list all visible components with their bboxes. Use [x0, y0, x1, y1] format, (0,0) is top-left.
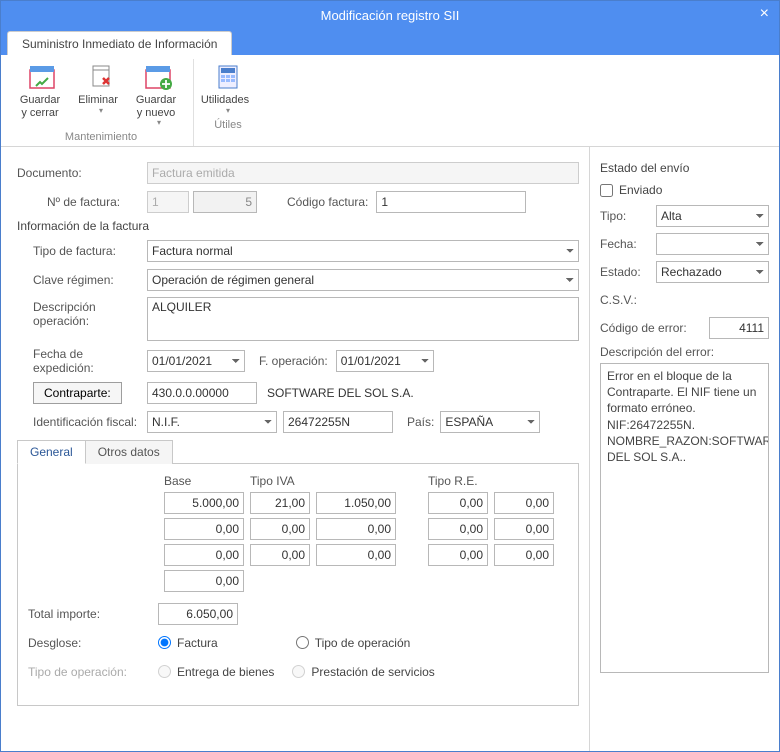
utilities-label: Utilidades	[163, 94, 293, 107]
label-codigo-error: Código de error:	[600, 321, 709, 335]
label-codigo-factura: Código factura:	[287, 195, 376, 209]
repct-3[interactable]	[428, 544, 488, 566]
ivapct-2[interactable]	[250, 518, 310, 540]
tab-sii[interactable]: Suministro Inmediato de Información	[7, 31, 232, 55]
col-base: Base	[164, 474, 244, 488]
reimp-3[interactable]	[494, 544, 554, 566]
label-fecha: Fecha:	[600, 237, 656, 251]
subtab-general[interactable]: General	[17, 440, 86, 464]
save-close-icon	[27, 61, 59, 93]
label-tipo: Tipo:	[600, 209, 656, 223]
chevron-down-icon: ▾	[157, 119, 161, 127]
delete-icon	[85, 61, 117, 93]
label-documento: Documento:	[17, 166, 147, 180]
window-title: Modificación registro SII	[1, 8, 779, 23]
enviado-label: Enviado	[619, 183, 662, 197]
base-1[interactable]	[164, 492, 244, 514]
utilities-button[interactable]: Utilidades ▾	[202, 59, 254, 117]
label-n-factura: Nº de factura:	[17, 195, 147, 209]
radio-entrega: Entrega de bienes	[158, 665, 274, 679]
label-fecha-expedicion: Fecha de expedición:	[17, 347, 147, 375]
label-desc-operacion: Descripción operación:	[17, 297, 147, 328]
codigo-error-input[interactable]	[709, 317, 769, 339]
label-total-importe: Total importe:	[28, 607, 158, 621]
enviado-checkbox[interactable]	[600, 184, 613, 197]
chevron-down-icon: ▾	[226, 107, 230, 115]
descripcion-textarea[interactable]: ALQUILER	[147, 297, 579, 341]
documento-select: Factura emitida	[147, 162, 579, 184]
status-heading: Estado del envío	[600, 161, 769, 175]
right-pane: Estado del envío Enviado Tipo: Alta Fech…	[589, 147, 779, 751]
lines-grid: Base Tipo IVA Tipo R.E.	[28, 474, 568, 592]
pais-select[interactable]: ESPAÑA	[440, 411, 540, 433]
serie-select: 1	[147, 191, 189, 213]
label-tipo-operacion: Tipo de operación:	[28, 665, 158, 679]
ribbon-group-maintenance-label: Mantenimiento	[17, 129, 185, 146]
base-4[interactable]	[164, 570, 244, 592]
titlebar: Modificación registro SII ×	[1, 1, 779, 29]
reimp-2[interactable]	[494, 518, 554, 540]
reimp-1[interactable]	[494, 492, 554, 514]
error-description-box[interactable]: Error en el bloque de la Contraparte. El…	[600, 363, 769, 673]
left-pane: Documento: Factura emitida Nº de factura…	[1, 147, 589, 751]
section-info-factura: Información de la factura	[17, 219, 579, 233]
tipo-factura-select[interactable]: Factura normal	[147, 240, 579, 262]
ident-valor-input[interactable]	[283, 411, 393, 433]
base-2[interactable]	[164, 518, 244, 540]
label-ident-fiscal: Identificación fiscal:	[17, 415, 147, 429]
contraparte-nombre: SOFTWARE DEL SOL S.A.	[257, 386, 414, 400]
radio-tipo-operacion[interactable]: Tipo de operación	[296, 636, 411, 650]
contraparte-codigo-input[interactable]	[147, 382, 257, 404]
label-pais: País:	[393, 415, 440, 429]
base-3[interactable]	[164, 544, 244, 566]
radio-prestacion: Prestación de servicios	[292, 665, 434, 679]
ivapct-3[interactable]	[250, 544, 310, 566]
label-csv: C.S.V.:	[600, 293, 656, 307]
label-f-operacion: F. operación:	[245, 354, 336, 368]
col-tipo-iva: Tipo IVA	[250, 474, 396, 488]
codigo-factura-input[interactable]	[376, 191, 526, 213]
tab-body-general: Base Tipo IVA Tipo R.E.	[17, 464, 579, 706]
ribbon-group-utils-label: Útiles	[202, 117, 254, 134]
col-tipo-re: Tipo R.E.	[428, 474, 554, 488]
repct-1[interactable]	[428, 492, 488, 514]
status-tipo-select[interactable]: Alta	[656, 205, 769, 227]
calculator-icon	[212, 61, 244, 93]
ivaimp-3[interactable]	[316, 544, 396, 566]
label-desc-error: Descripción del error:	[600, 345, 769, 359]
status-estado-select[interactable]: Rechazado	[656, 261, 769, 283]
ivapct-1[interactable]	[250, 492, 310, 514]
status-fecha-select[interactable]	[656, 233, 769, 255]
fecha-operacion-input[interactable]: 01/01/2021	[336, 350, 434, 372]
close-icon[interactable]: ×	[760, 5, 769, 23]
ribbon: Guardar y cerrar Eliminar ▾ Guardar y nu…	[1, 55, 779, 147]
content: Documento: Factura emitida Nº de factura…	[1, 147, 779, 751]
tabstrip: Suministro Inmediato de Información	[1, 29, 779, 55]
clave-regimen-select[interactable]: Operación de régimen general	[147, 269, 579, 291]
subtab-otros[interactable]: Otros datos	[85, 440, 173, 464]
numero-input	[193, 191, 257, 213]
subtabs: General Otros datos	[17, 439, 579, 464]
label-desglose: Desglose:	[28, 636, 158, 650]
label-clave-regimen: Clave régimen:	[17, 273, 147, 287]
radio-factura[interactable]: Factura	[158, 636, 218, 650]
label-tipo-factura: Tipo de factura:	[17, 244, 147, 258]
repct-2[interactable]	[428, 518, 488, 540]
contraparte-button[interactable]: Contraparte:	[33, 382, 122, 404]
ivaimp-2[interactable]	[316, 518, 396, 540]
ident-tipo-select[interactable]: N.I.F.	[147, 411, 277, 433]
save-new-icon	[143, 61, 175, 93]
label-estado: Estado:	[600, 265, 656, 279]
fecha-expedicion-input[interactable]: 01/01/2021	[147, 350, 245, 372]
total-importe-input[interactable]	[158, 603, 238, 625]
ribbon-group-utils: Utilidades ▾ Útiles	[194, 59, 262, 146]
ivaimp-1[interactable]	[316, 492, 396, 514]
